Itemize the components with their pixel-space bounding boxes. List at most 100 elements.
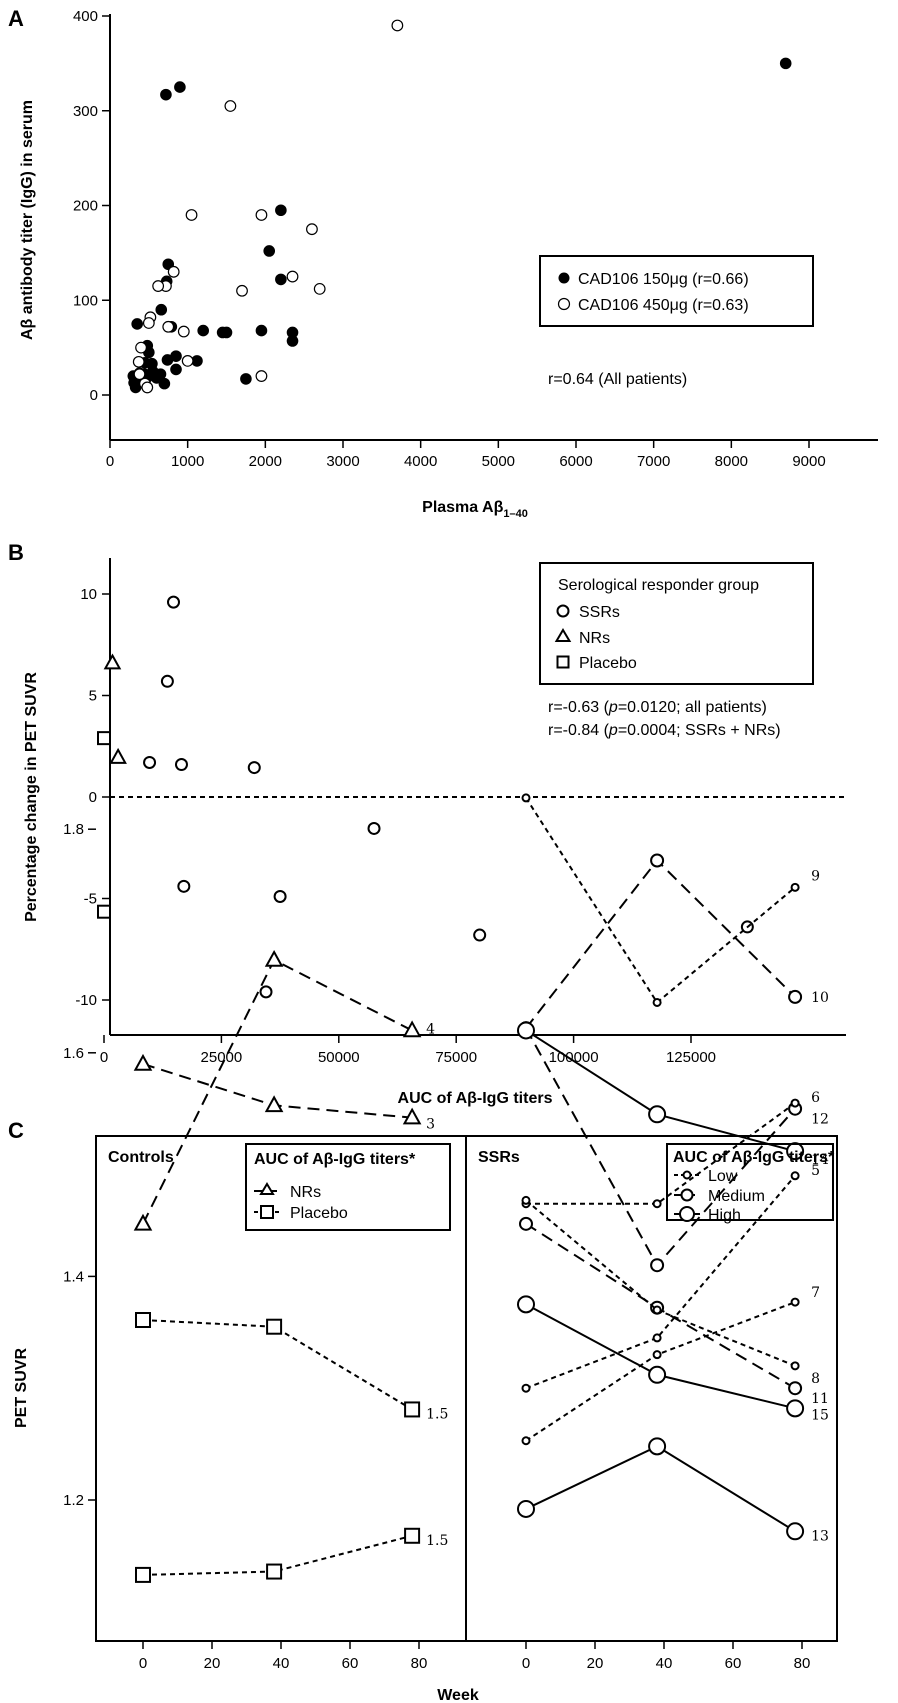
panel-c-line-label: 4 <box>426 1021 435 1037</box>
panel-c-ssrs-legend-title: AUC of Aβ-IgG titers* <box>673 1149 835 1166</box>
panel-c-marker-placebo <box>404 1527 421 1544</box>
panel-c-marker-low <box>790 882 800 892</box>
panel-c-marker-high <box>517 1295 535 1314</box>
panel-a-y-tick-label: 400 <box>73 8 98 25</box>
panel-c-ssrs-plot: 9 10 12 6 145 11 7 8 15 13 <box>517 793 829 1544</box>
panel-a-point-450 <box>142 317 155 329</box>
panel-b-point-ssr <box>143 755 157 769</box>
panel-c-ssrs-legend-box <box>666 1143 834 1221</box>
panel-c-ticks: 1.21.41.61.80 20 40 60 80 0 20 40 60 80 <box>63 821 810 1672</box>
panel-a-point-150 <box>255 324 268 337</box>
panel-a-point-450 <box>185 209 198 221</box>
panel-c-marker-nr <box>402 1020 422 1038</box>
panel-c-marker-high <box>648 1437 667 1456</box>
panel-c-ssrs-legend-label-low: Low <box>708 1168 738 1185</box>
panel-c-line-label: 11 <box>811 1391 829 1407</box>
panel-c-line-label: 15 <box>811 1407 829 1423</box>
panel-a-x-tick-label: 4000 <box>404 453 437 470</box>
panel-a-y-tick-label: 300 <box>73 103 98 120</box>
panel-a-points <box>127 19 792 394</box>
panel-a-point-150 <box>150 372 163 384</box>
panel-c-line-low <box>525 1175 796 1390</box>
panel-c-ssrs-x-tick-label: 80 <box>794 1655 811 1672</box>
panel-c-ssrs-x-tick-label: 20 <box>587 1655 604 1672</box>
panel-c-marker-low <box>521 1383 531 1393</box>
panel-b-legend-label-nrs: NRs <box>579 630 610 647</box>
panel-c-controls-x-tick-label: 80 <box>411 1655 428 1672</box>
panel-a-y-tick-label: 100 <box>73 292 98 309</box>
panel-b-y-tick-label: -5 <box>84 891 97 908</box>
panel-c-controls-legend-box <box>245 1143 451 1231</box>
panel-a-x-tick-label: 2000 <box>249 453 282 470</box>
panel-a-point-450 <box>313 282 326 295</box>
panel-c-marker-high <box>786 1399 805 1418</box>
panel-a-point-150 <box>131 318 143 330</box>
panel-b-legend-label-ssrs: SSRs <box>579 604 620 621</box>
panel-c-controls-legend-marker-placebo <box>260 1205 274 1219</box>
panel-c-marker-nr <box>264 1095 284 1113</box>
panel-b-annotation-2: r=-0.84 (p=0.0004; SSRs + NRs) <box>548 722 781 739</box>
panel-a-point-150 <box>779 57 792 70</box>
panel-c-line-placebo <box>142 1319 413 1411</box>
panel-a-point-150 <box>161 354 174 366</box>
panel-c-marker-low <box>790 1171 800 1181</box>
panel-c-marker-low <box>652 1333 662 1343</box>
panel-c-ssrs-legend-marker-low <box>682 1170 692 1180</box>
panel-c-marker-low <box>521 1436 531 1446</box>
panel-a-y-tick-label: 0 <box>90 387 98 404</box>
panel-b-annotation-1-pre: r=-0.63 ( <box>548 699 610 716</box>
panel-a-point-450 <box>152 280 165 292</box>
panel-c: C 1.21.41.61.80 20 40 60 80 0 20 40 60 80 431.51.… <box>8 793 838 1703</box>
panel-c-line-label: 7 <box>811 1285 820 1301</box>
panel-a-legend-label-150: CAD106 150μg (r=0.66) <box>578 271 749 288</box>
panel-a-legend-marker-150 <box>558 272 570 284</box>
panel-b-annotation-2-p: p <box>608 722 618 739</box>
panel-a-point-450 <box>167 265 180 278</box>
panel-a-point-150 <box>197 324 209 337</box>
panel-b-points <box>97 595 754 999</box>
panel-c-line-label: 1.5 <box>426 1533 448 1549</box>
panel-a-point-150 <box>275 273 287 286</box>
panel-b-ticks: 0 25000 50000 75000 100000 125000 10 5 0 -5 -10 <box>75 586 716 1066</box>
panel-a-x-axis-title-main: Plasma Aβ <box>422 499 503 516</box>
panel-c-marker-medium <box>650 853 665 868</box>
panel-c-marker-placebo <box>266 1563 283 1580</box>
panel-c-y-tick-label: 1.6 <box>63 1045 84 1062</box>
panel-b-legend-title: Serological responder group <box>558 577 759 594</box>
panel-a-point-450 <box>391 19 404 32</box>
panel-c-y-tick-label: 1.2 <box>63 1492 84 1509</box>
panel-c-line-label: 3 <box>426 1117 435 1133</box>
panel-b-x-tick-label: 100000 <box>549 1049 599 1066</box>
panel-c-y-tick-label: 1.8 <box>63 821 84 838</box>
panel-b-annotation-2-pre: r=-0.84 ( <box>548 722 610 739</box>
panel-c-line-low <box>526 1102 796 1205</box>
panel-a-label: A <box>8 6 24 31</box>
panel-b-point-ssr <box>247 761 261 775</box>
panel-a-point-150 <box>155 303 168 316</box>
panel-a-point-450 <box>162 320 175 333</box>
panel-a: A 0 1000 2000 3000 4000 5000 6000 7000 8000 90000… <box>8 6 878 520</box>
panel-c-line-low <box>525 797 796 1004</box>
panel-c-marker-low <box>652 997 662 1007</box>
panel-b: B 0 25000 50000 75000 100000 1250001050-5-10 … <box>8 540 846 1107</box>
panel-c-controls-legend-marker-nrs <box>259 1182 275 1195</box>
panel-a-point-450 <box>255 209 268 221</box>
panel-c-line-placebo <box>142 1534 413 1576</box>
panel-c-marker-placebo <box>266 1318 283 1335</box>
panel-c-line-label: 12 <box>811 1112 829 1128</box>
panel-c-line-low <box>525 1199 796 1367</box>
panel-b-x-axis-title: AUC of Aβ-IgG titers <box>398 1090 553 1107</box>
panel-a-x-tick-label: 5000 <box>482 453 515 470</box>
panel-c-marker-high <box>648 1105 667 1124</box>
panel-c-controls-x-tick-label: 20 <box>204 1655 221 1672</box>
panel-b-point-ssr <box>273 889 287 903</box>
panel-a-y-tick-label: 200 <box>73 198 98 215</box>
panel-a-point-150 <box>263 245 276 257</box>
panel-b-x-tick-label: 125000 <box>666 1049 716 1066</box>
panel-b-point-ssr <box>473 928 487 942</box>
panel-c-line-nrs <box>142 958 413 1225</box>
panel-a-point-150 <box>286 335 299 347</box>
panel-c-marker-low <box>521 793 531 803</box>
panel-b-y-tick-label: 10 <box>80 586 97 603</box>
panel-c-marker-placebo <box>404 1401 421 1418</box>
